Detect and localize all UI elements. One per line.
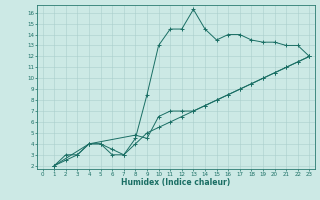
X-axis label: Humidex (Indice chaleur): Humidex (Indice chaleur) (121, 178, 231, 187)
